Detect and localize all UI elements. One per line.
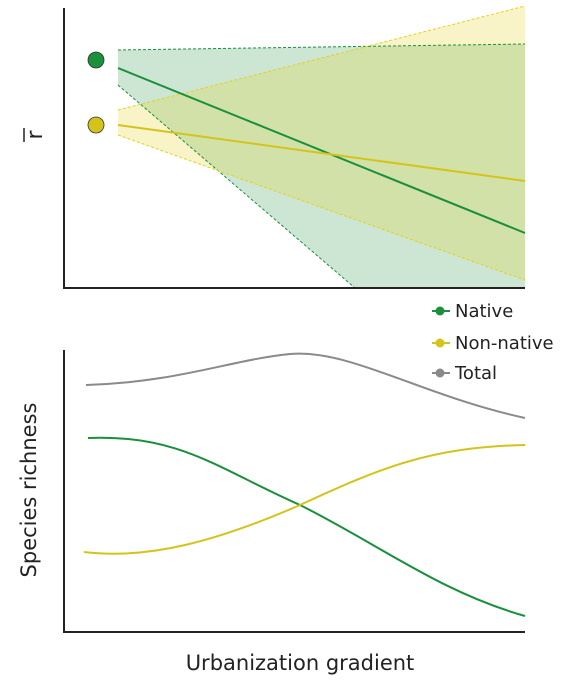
bottom-y-label: Species richness: [17, 403, 41, 578]
native-band-edge: [117, 84, 356, 289]
non-native-point: [87, 116, 105, 134]
top-axes: [63, 8, 525, 289]
non-native-band: [118, 6, 525, 280]
native-point: [87, 51, 105, 69]
total-curve: [85, 352, 526, 419]
non-native-line: [117, 124, 526, 182]
legend-label: Total: [454, 363, 497, 384]
legend-non-native-key: [435, 338, 445, 348]
top-y-label: r: [23, 130, 48, 140]
native-band-edge: [117, 43, 526, 51]
native-line: [117, 67, 526, 234]
legend-native-key: [435, 306, 445, 316]
legend-label: Native: [455, 301, 513, 322]
non-native-band-edge: [117, 134, 526, 281]
non-native-curve: [83, 444, 526, 555]
legend-total-key: [435, 368, 445, 378]
native-band: [118, 44, 525, 288]
legend-label: Non-native: [455, 333, 554, 354]
x-label: Urbanization gradient: [186, 651, 415, 675]
non-native-band-edge: [117, 5, 526, 111]
native-curve: [87, 436, 526, 617]
bottom-axes: [63, 350, 525, 633]
